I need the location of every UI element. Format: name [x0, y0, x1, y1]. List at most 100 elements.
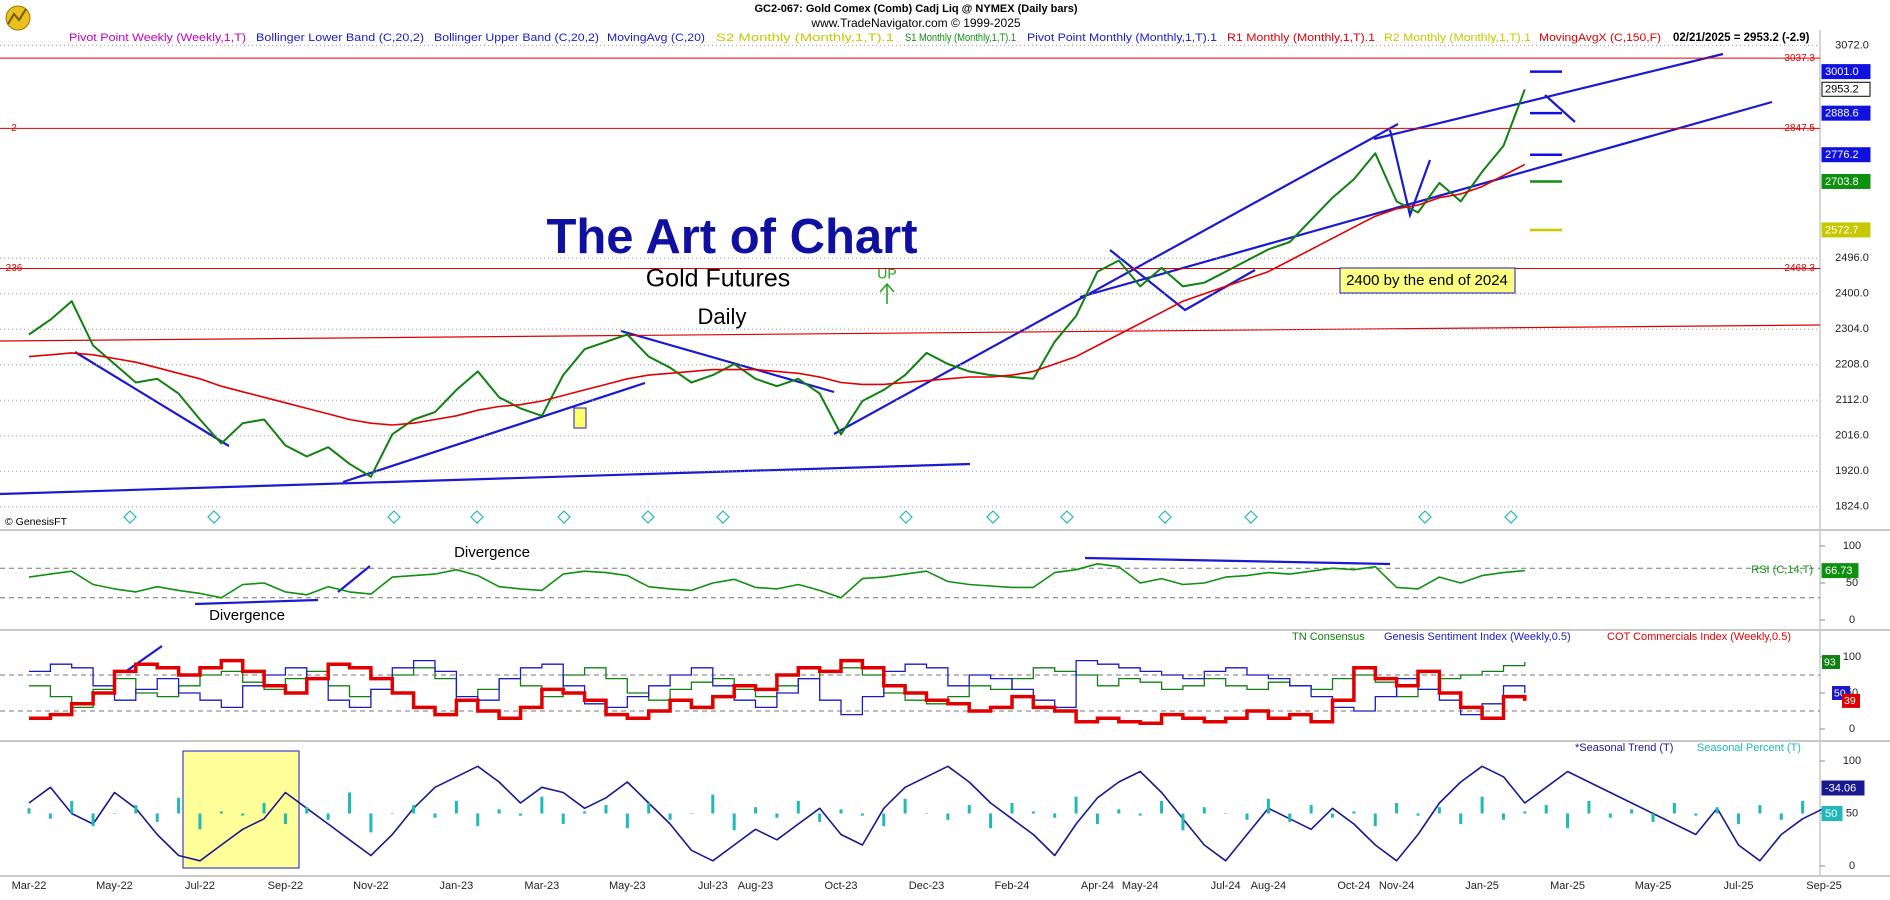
trendline	[0, 462, 971, 496]
event-diamond	[1060, 510, 1074, 524]
seasonal-bar	[1095, 813, 1099, 824]
y-tick-label: 2304.0	[1835, 323, 1869, 335]
seasonal-trend-box-bg	[1821, 780, 1865, 796]
seasonal-bar	[241, 813, 245, 816]
level-label: 3037.3	[1784, 53, 1815, 64]
seasonal-bar	[518, 813, 522, 816]
seasonal-bar	[1630, 809, 1634, 814]
x-tick-label: May-23	[609, 880, 646, 892]
seasonal-bar	[583, 811, 587, 814]
x-tick-label: May-25	[1635, 880, 1672, 892]
trendline	[74, 351, 230, 447]
seasonal-bar	[625, 813, 629, 829]
legend-entry: S2 Monthly (Monthly,1,T).1	[716, 32, 894, 44]
seasonal-bar	[1694, 813, 1698, 816]
x-tick-label: Dec-23	[909, 880, 944, 892]
seasonal-bar	[390, 813, 394, 814]
seasonal-bar	[283, 813, 287, 824]
x-tick-label: Sep-22	[268, 880, 303, 892]
seasonal-bar	[903, 798, 907, 814]
seasonal-bar	[177, 797, 181, 814]
seasonal-bar	[1160, 800, 1164, 814]
panel-legend: *Seasonal Trend (T)	[1575, 742, 1673, 754]
x-tick-label: Apr-24	[1081, 880, 1114, 892]
seasonal-bar	[1672, 803, 1676, 814]
series-line	[28, 765, 1825, 862]
level-label: 2468.3	[1784, 263, 1815, 274]
legend-entry: R1 Monthly (Monthly,1,T).1	[1227, 32, 1375, 44]
price-box: 2703.8	[1825, 176, 1859, 188]
rsi-box-bg	[1821, 563, 1859, 579]
seasonal-bar	[433, 813, 437, 818]
annotation-box	[1339, 267, 1516, 294]
price-box: 2776.2	[1825, 149, 1859, 161]
seasonal-bar	[369, 813, 373, 833]
seasonal-bar	[1501, 813, 1505, 820]
seasonal-bar	[27, 808, 31, 814]
x-tick-label: Mar-22	[12, 880, 47, 892]
x-tick-label: Mar-25	[1550, 880, 1585, 892]
level-label: 2847.5	[1784, 123, 1815, 134]
seasonal-bar	[1737, 813, 1741, 824]
seasonal-percent-box-bg	[1821, 806, 1843, 821]
x-tick-label: Feb-24	[995, 880, 1030, 892]
sentiment-box: 50	[1834, 687, 1846, 699]
divergence-line	[124, 645, 163, 673]
seasonal-bar	[561, 813, 565, 824]
legend-entry: MovingAvgX (C,150,F)	[1539, 32, 1661, 44]
x-tick-label: Oct-23	[825, 880, 858, 892]
y-tick-label: 1824.0	[1835, 501, 1869, 513]
seasonal-bar	[48, 813, 52, 819]
trendline	[1079, 100, 1773, 299]
y-tick-label: 2016.0	[1835, 430, 1869, 442]
seasonal-bar	[1352, 811, 1356, 814]
chart-title: The Art of Chart	[546, 210, 917, 264]
chart-subtitle: Gold Futures	[646, 265, 791, 293]
panel-legend: TN Consensus	[1292, 631, 1365, 643]
seasonal-bar	[134, 805, 138, 814]
seasonal-bar	[454, 800, 458, 814]
trendline	[833, 123, 1399, 435]
sentiment-box-bg	[1822, 655, 1840, 670]
panel-legend: Seasonal Percent (T)	[1697, 742, 1801, 754]
series-line	[28, 163, 1526, 426]
panel-title: RSI (C,14,T)	[1751, 564, 1813, 576]
seasonal-bar	[1202, 807, 1206, 814]
seasonal-bar	[305, 807, 309, 814]
level-tag: 236	[6, 263, 23, 274]
seasonal-bar	[1117, 809, 1121, 814]
seasonal-bar	[476, 813, 480, 827]
seasonal-bar	[1031, 811, 1035, 814]
panel-legend: Genesis Sentiment Index (Weekly,0.5)	[1384, 631, 1571, 643]
trendline	[342, 381, 646, 484]
legend-entry: Bollinger Lower Band (C,20,2)	[256, 32, 424, 44]
logo-mark	[7, 8, 27, 25]
legend-entry: MovingAvg (C,20)	[607, 32, 705, 44]
seasonal-bar	[1074, 796, 1078, 814]
seasonal-bar	[754, 807, 758, 814]
trendline	[1373, 52, 1724, 141]
event-diamond	[470, 510, 484, 524]
seasonal-bar	[1181, 813, 1185, 831]
seasonal-bar	[1395, 803, 1399, 814]
red-trendline	[0, 324, 1821, 342]
seasonal-bar	[262, 803, 266, 814]
y-tick-label: 2400.0	[1835, 288, 1869, 300]
seasonal-bar	[839, 809, 843, 814]
seasonal-bar	[497, 809, 501, 814]
seasonal-bar	[775, 813, 779, 818]
y-tick-label: 2208.0	[1835, 359, 1869, 371]
series-step	[29, 659, 1526, 716]
legend-entry: Pivot Point Weekly (Weekly,1,T)	[69, 32, 246, 44]
series-line	[28, 88, 1526, 478]
x-tick-label: Jul-23	[698, 880, 728, 892]
trendlines	[0, 52, 1821, 496]
legend-entry: S1 Monthly (Monthly,1,T).1	[905, 32, 1016, 44]
y-tick-label: 3072.0	[1835, 39, 1869, 51]
seasonal-bar	[860, 813, 864, 816]
y-tick-label: 2112.0	[1836, 394, 1869, 406]
seasonal-bar	[1309, 805, 1313, 814]
seasonal-bar	[1523, 811, 1527, 814]
seasonal-bar	[1416, 813, 1420, 816]
seasonal-bar	[219, 811, 223, 814]
